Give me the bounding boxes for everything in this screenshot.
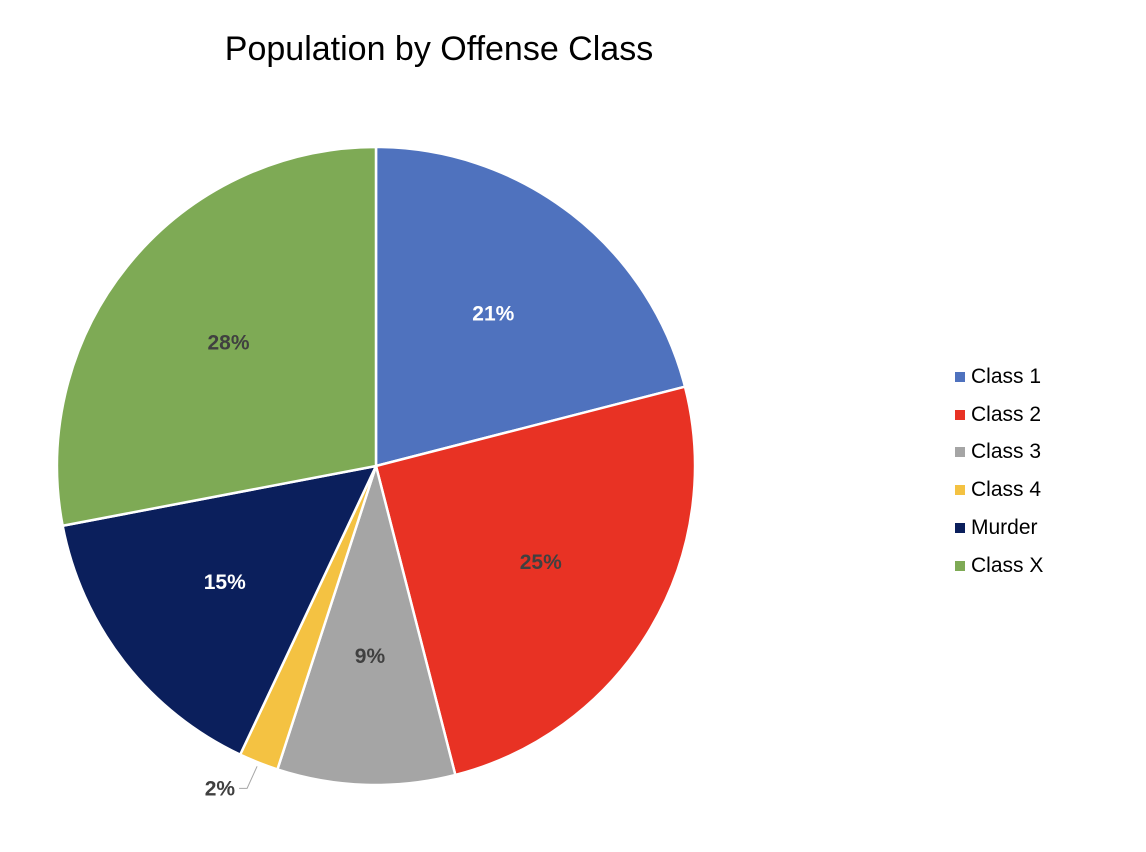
pie-slice-class-x xyxy=(55,145,378,528)
pie-slice-class-1 xyxy=(374,145,687,468)
legend-swatch xyxy=(955,371,965,382)
pie-slice-class-3 xyxy=(276,464,457,787)
data-label-class-3: 9% xyxy=(355,645,386,668)
data-label-class-x: 28% xyxy=(208,332,250,355)
legend-label: Murder xyxy=(971,516,1038,540)
legend-label: Class 4 xyxy=(971,478,1042,502)
legend-swatch xyxy=(955,447,965,458)
chart-title: Population by Offense Class xyxy=(224,30,654,68)
legend-swatch xyxy=(955,485,965,496)
legend-item-class-4: Class 4 xyxy=(955,471,1135,509)
data-label-class-1: 21% xyxy=(472,302,514,325)
legend-item-class-2: Class 2 xyxy=(955,396,1135,434)
legend-label: Class 3 xyxy=(971,440,1042,464)
data-label-class-4: 2% xyxy=(205,777,236,800)
legend-label: Class 1 xyxy=(971,364,1042,388)
data-label-murder: 15% xyxy=(204,571,246,594)
leader-line-class-4 xyxy=(239,766,258,789)
legend: Class 1 Class 2 Class 3 Class 4 Murder C… xyxy=(955,358,1135,585)
legend-label: Class 2 xyxy=(971,402,1042,426)
legend-label: Class X xyxy=(971,553,1044,577)
data-label-class-2: 25% xyxy=(520,551,562,574)
pie-data-labels: 21% 25% 9% 2% 15% 28% xyxy=(204,302,562,800)
legend-swatch xyxy=(955,409,965,420)
pie-slice-murder xyxy=(61,464,378,756)
legend-item-class-x: Class X xyxy=(955,547,1135,585)
legend-item-murder: Murder xyxy=(955,509,1135,547)
legend-item-class-1: Class 1 xyxy=(955,358,1135,396)
legend-swatch xyxy=(955,560,965,571)
legend-item-class-3: Class 3 xyxy=(955,434,1135,472)
pie-slices xyxy=(55,145,697,787)
pie-slice-class-2 xyxy=(374,385,697,777)
legend-swatch xyxy=(955,523,965,534)
